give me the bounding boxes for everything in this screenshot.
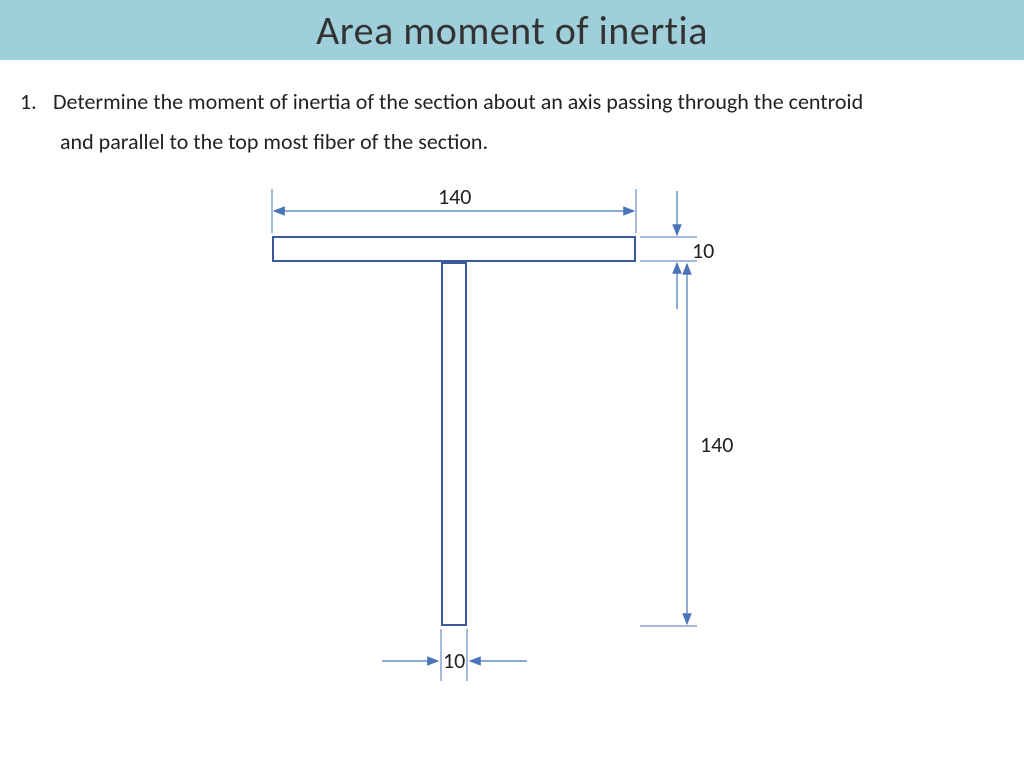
dim-web-height-label: 140 — [700, 431, 733, 458]
dim-flange-thickness-label: 10 — [692, 237, 714, 264]
question-line2: and parallel to the top most fiber of th… — [20, 122, 1004, 162]
title-bar: Area moment of inertia — [0, 0, 1024, 60]
question-text: 1. Determine the moment of inertia of th… — [0, 60, 1024, 161]
question-number: 1. — [20, 82, 48, 122]
dim-web-width-label: 10 — [443, 647, 465, 674]
question-line1: Determine the moment of inertia of the s… — [53, 88, 863, 115]
t-section-diagram: 140 10 140 10 — [162, 181, 862, 701]
page-title: Area moment of inertia — [316, 6, 708, 55]
dimension-lines — [162, 181, 862, 701]
dim-top-width-label: 140 — [438, 183, 471, 210]
